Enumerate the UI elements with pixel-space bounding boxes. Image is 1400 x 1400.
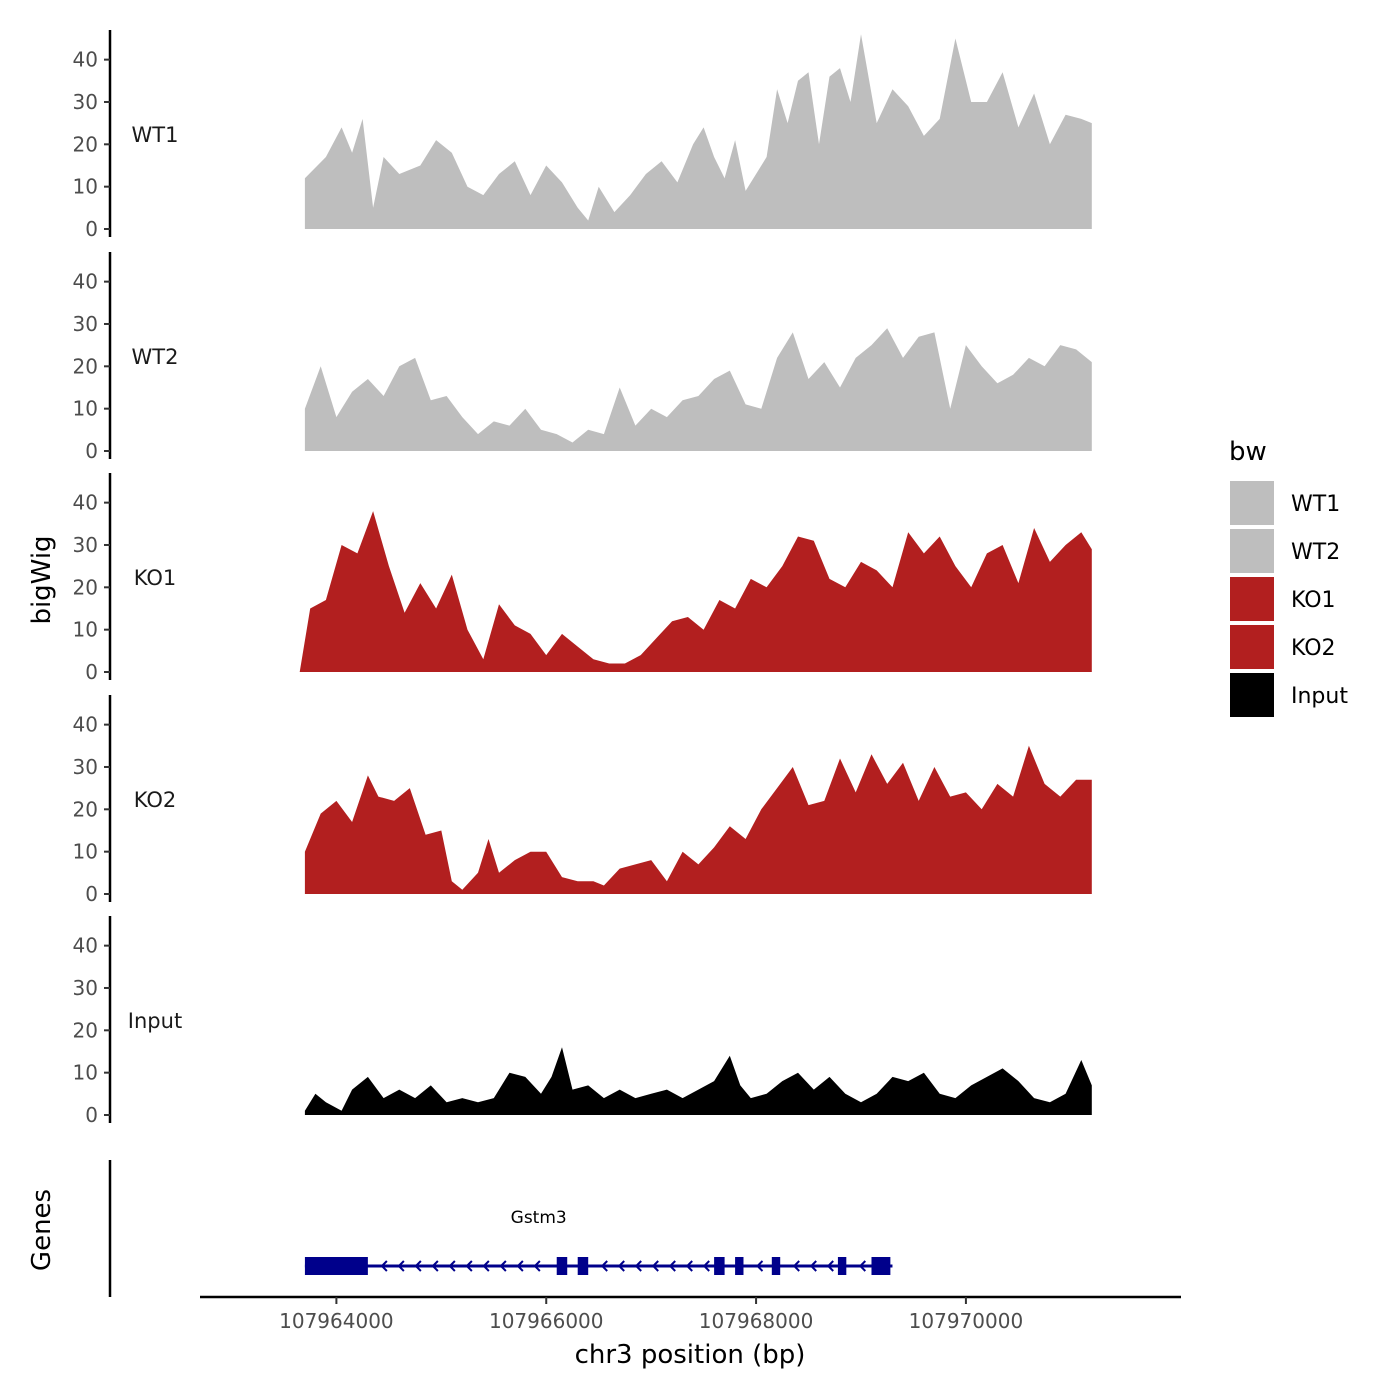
strand-arrow xyxy=(702,1260,710,1272)
x-tick-label: 107966000 xyxy=(489,1309,604,1333)
legend-swatch-ko2 xyxy=(1228,623,1276,671)
strand-arrow xyxy=(600,1260,608,1272)
strand-arrow xyxy=(380,1260,388,1272)
y-tick-label: 30 xyxy=(73,976,98,1000)
strand-arrow xyxy=(499,1260,507,1272)
signal-area-ko1 xyxy=(299,511,1092,672)
track-wt1: 0 10 20 30 40 WT1 xyxy=(73,30,1092,241)
gene-exon xyxy=(837,1257,847,1275)
strand-arrow xyxy=(756,1260,764,1272)
strand-arrow xyxy=(668,1260,676,1272)
genes-panel: Gstm3 xyxy=(108,1160,893,1297)
legend-label-wt2: WT2 xyxy=(1291,540,1340,565)
signal-area-input xyxy=(304,1047,1092,1115)
strand-arrow xyxy=(634,1260,642,1272)
y-tick-label: 0 xyxy=(85,439,98,463)
gene-exon xyxy=(556,1257,568,1275)
track-label-input: Input xyxy=(128,1009,182,1033)
y-tick-label: 10 xyxy=(73,175,98,199)
gene-exon xyxy=(577,1257,589,1275)
strand-arrow xyxy=(651,1260,659,1272)
y-tick-label: 40 xyxy=(73,491,98,515)
gene-exon xyxy=(735,1257,744,1275)
legend-swatch-wt1 xyxy=(1228,479,1276,527)
y-axis-title: bigWig xyxy=(27,535,57,624)
y-tick-label: 10 xyxy=(73,840,98,864)
y-tick-label: 20 xyxy=(73,354,98,378)
legend-title: bw xyxy=(1229,437,1267,467)
y-tick-label: 30 xyxy=(73,90,98,114)
y-tick-label: 40 xyxy=(73,48,98,72)
strand-arrow xyxy=(465,1260,473,1272)
gene-label: Gstm3 xyxy=(511,1208,567,1228)
legend-swatch-wt2 xyxy=(1228,527,1276,575)
strand-arrow xyxy=(431,1260,439,1272)
y-tick-label: 20 xyxy=(73,132,98,156)
gene-exon xyxy=(771,1257,781,1275)
gene-exon xyxy=(304,1257,368,1275)
y-tick-label: 20 xyxy=(73,797,98,821)
y-tick-label: 20 xyxy=(73,575,98,599)
legend: bw WT1 WT2 KO1 KO2 Input xyxy=(1228,437,1348,719)
legend-label-ko1: KO1 xyxy=(1291,588,1336,613)
signal-area-wt1 xyxy=(304,34,1092,230)
legend-label-wt1: WT1 xyxy=(1291,492,1340,517)
y-tick-label: 30 xyxy=(73,755,98,779)
tracks-group: 0 10 20 30 40 WT1 0 10 20 30 40 WT2 0 10 20 30 40 KO1 0 10 2… xyxy=(73,30,1092,1127)
track-label-ko1: KO1 xyxy=(134,566,177,590)
strand-arrow xyxy=(858,1260,867,1272)
y-tick-label: 0 xyxy=(85,660,98,684)
track-label-wt2: WT2 xyxy=(132,345,179,369)
strand-arrow xyxy=(826,1260,834,1272)
track-label-wt1: WT1 xyxy=(132,123,179,147)
y-tick-label: 10 xyxy=(73,618,98,642)
x-tick-label: 107968000 xyxy=(699,1309,814,1333)
strand-arrow xyxy=(809,1260,817,1272)
signal-area-ko2 xyxy=(304,745,1092,894)
y-tick-label: 40 xyxy=(73,934,98,958)
strand-arrow xyxy=(397,1260,405,1272)
strand-arrow xyxy=(414,1260,422,1272)
y-tick-label: 20 xyxy=(73,1018,98,1042)
y-tick-label: 30 xyxy=(73,533,98,557)
strand-arrow xyxy=(448,1260,456,1272)
y-tick-label: 0 xyxy=(85,217,98,241)
y-tick-label: 10 xyxy=(73,1061,98,1085)
gene-gstm3: Gstm3 xyxy=(304,1208,893,1275)
legend-label-ko2: KO2 xyxy=(1291,636,1336,661)
gene-exon xyxy=(871,1257,891,1275)
x-tick-label: 107964000 xyxy=(279,1309,394,1333)
strand-arrow xyxy=(533,1260,541,1272)
x-axis: 107964000 107966000 107968000 107970000 xyxy=(200,1295,1181,1333)
y-tick-label: 10 xyxy=(73,397,98,421)
y-tick-label: 30 xyxy=(73,312,98,336)
track-label-ko2: KO2 xyxy=(134,788,177,812)
legend-swatch-input xyxy=(1228,671,1276,719)
track-ko1: 0 10 20 30 40 KO1 xyxy=(73,473,1092,684)
y-tick-label: 0 xyxy=(85,882,98,906)
track-ko2: 0 10 20 30 40 KO2 xyxy=(73,695,1092,906)
y-tick-label: 0 xyxy=(85,1103,98,1127)
y-tick-label: 40 xyxy=(73,713,98,737)
signal-area-wt2 xyxy=(304,328,1092,451)
legend-swatch-ko1 xyxy=(1228,575,1276,623)
strand-arrow xyxy=(482,1260,490,1272)
strand-arrow xyxy=(685,1260,693,1272)
x-axis-title: chr3 position (bp) xyxy=(575,1340,806,1370)
track-wt2: 0 10 20 30 40 WT2 xyxy=(73,252,1092,463)
track-input: 0 10 20 30 40 Input xyxy=(73,916,1092,1127)
gene-exon xyxy=(714,1257,725,1275)
y-tick-label: 40 xyxy=(73,270,98,294)
x-tick-label: 107970000 xyxy=(909,1309,1024,1333)
strand-arrow xyxy=(792,1260,800,1272)
legend-label-input: Input xyxy=(1291,684,1348,709)
genes-axis-title: Genes xyxy=(27,1189,57,1271)
strand-arrow xyxy=(617,1260,625,1272)
strand-arrow xyxy=(516,1260,524,1272)
